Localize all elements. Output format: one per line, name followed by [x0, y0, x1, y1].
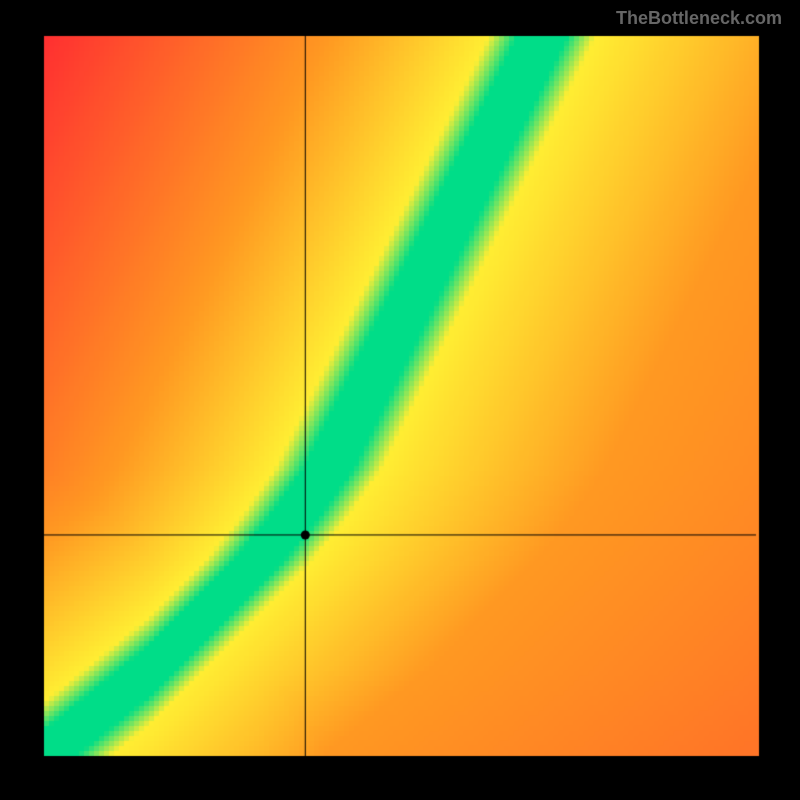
bottleneck-heatmap [0, 0, 800, 800]
chart-container: TheBottleneck.com [0, 0, 800, 800]
watermark-text: TheBottleneck.com [616, 8, 782, 29]
